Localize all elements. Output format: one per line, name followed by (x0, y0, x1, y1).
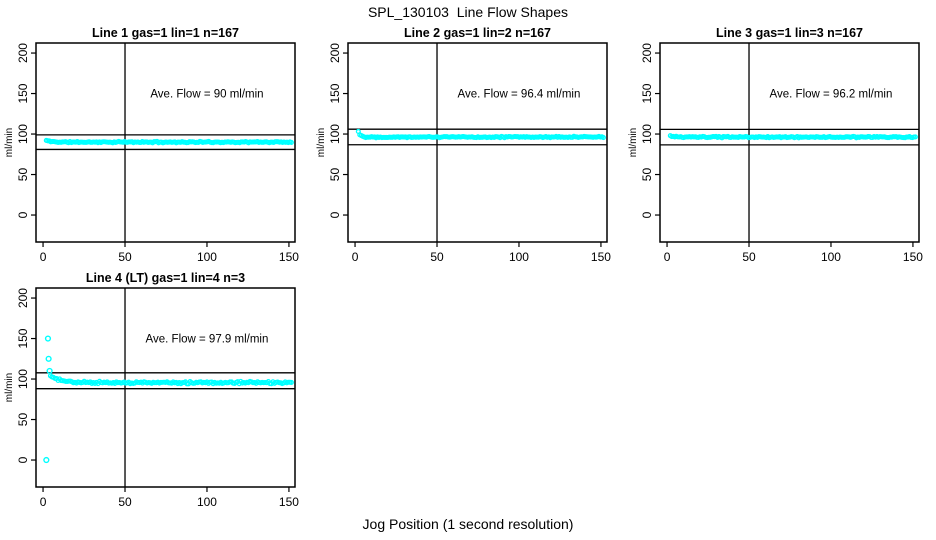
data-point (600, 135, 606, 141)
y-tick-label: 100 (16, 369, 30, 389)
x-tick-label: 100 (197, 250, 217, 264)
x-tick-label: 0 (664, 250, 671, 264)
y-tick-label: 100 (328, 124, 342, 144)
y-tick-label: 150 (16, 83, 30, 103)
panel-4-ave-flow-annotation: Ave. Flow = 97.9 ml/min (146, 334, 269, 346)
y-tick-label: 150 (640, 83, 654, 103)
panel-1-y-axis-label: ml/min (4, 128, 15, 157)
x-tick-label: 0 (352, 250, 359, 264)
x-tick-label: 150 (903, 250, 923, 264)
panel-1-plot-box (35, 42, 296, 243)
y-tick-label: 0 (640, 211, 654, 218)
y-tick-label: 150 (328, 83, 342, 103)
y-tick-label: 200 (16, 43, 30, 63)
panel-3-title: Line 3 gas=1 lin=3 n=167 (716, 26, 863, 40)
panel-1: Line 1 gas=1 lin=1 n=167 0 50 100 150 0 50 100 1… (4, 26, 299, 264)
x-tick-label: 0 (40, 495, 47, 509)
data-point (45, 355, 52, 362)
x-tick-label: 50 (430, 250, 444, 264)
y-tick-label: 0 (16, 211, 30, 218)
panel-2-title: Line 2 gas=1 lin=2 n=167 (404, 26, 551, 40)
y-tick-label: 150 (16, 328, 30, 348)
panel-4-plot-box (35, 287, 296, 488)
x-tick-label: 150 (591, 250, 611, 264)
x-tick-label: 150 (279, 250, 299, 264)
panel-2-plot-box (347, 42, 608, 243)
panel-2-ave-flow-annotation: Ave. Flow = 96.4 ml/min (458, 89, 581, 101)
data-point (44, 335, 52, 342)
panel-3-points (667, 133, 918, 141)
data-point (46, 367, 53, 375)
x-tick-label: 50 (118, 250, 132, 264)
x-tick-label: 50 (742, 250, 756, 264)
y-tick-label: 100 (640, 124, 654, 144)
panel-2-y-axis-label: ml/min (316, 128, 327, 157)
y-tick-label: 0 (328, 211, 342, 218)
data-point (288, 379, 294, 385)
x-tick-label: 100 (197, 495, 217, 509)
figure-title: SPL_130103 Line Flow Shapes (367, 4, 569, 20)
panel-4-y-axis-label: ml/min (4, 373, 15, 402)
panel-2-points (355, 128, 606, 141)
y-tick-label: 50 (16, 168, 30, 182)
x-tick-label: 0 (40, 250, 47, 264)
y-tick-label: 100 (16, 124, 30, 144)
y-tick-label: 0 (16, 456, 30, 463)
x-tick-label: 150 (279, 495, 299, 509)
x-tick-label: 50 (118, 495, 132, 509)
data-point (912, 134, 918, 140)
y-tick-label: 200 (16, 288, 30, 308)
panel-1-points (43, 137, 294, 146)
panel-4-title: Line 4 (LT) gas=1 lin=4 n=3 (86, 271, 245, 285)
panel-3: Line 3 gas=1 lin=3 n=167 0 50 100 150 0 50 100 1… (628, 26, 923, 264)
panel-4-points (43, 335, 294, 464)
y-tick-label: 50 (640, 168, 654, 182)
panel-3-ave-flow-annotation: Ave. Flow = 96.2 ml/min (770, 89, 893, 101)
data-point (288, 139, 294, 145)
panel-4: Line 4 (LT) gas=1 lin=4 n=3 0 50 100 150 0 50 1… (4, 271, 299, 509)
panel-3-y-axis-label: ml/min (628, 128, 639, 157)
x-tick-label: 100 (821, 250, 841, 264)
panel-1-ave-flow-annotation: Ave. Flow = 90 ml/min (150, 89, 263, 101)
panel-2: Line 2 gas=1 lin=2 n=167 0 50 100 150 0 50 100 1… (316, 26, 611, 264)
panel-1-title: Line 1 gas=1 lin=1 n=167 (92, 26, 239, 40)
figure-x-axis-label: Jog Position (1 second resolution) (362, 516, 574, 532)
x-tick-label: 100 (509, 250, 529, 264)
panel-3-plot-box (659, 42, 920, 243)
data-point (43, 456, 50, 464)
y-tick-label: 200 (328, 43, 342, 63)
y-tick-label: 50 (16, 413, 30, 427)
y-tick-label: 50 (328, 168, 342, 182)
y-tick-label: 200 (640, 43, 654, 63)
